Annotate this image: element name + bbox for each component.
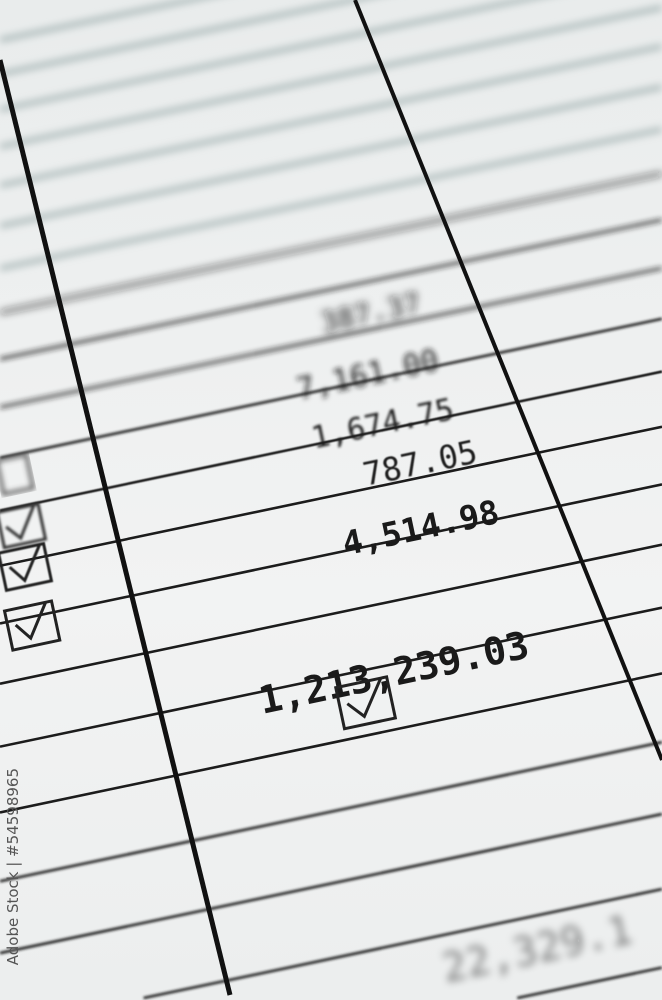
column-line [353, 0, 662, 761]
row-line [0, 172, 662, 314]
row-line [0, 85, 662, 228]
row-line [0, 5, 662, 149]
row-line [0, 672, 662, 814]
checkbox-checked[interactable] [0, 452, 35, 496]
row-line [0, 370, 662, 512]
row-line [0, 0, 201, 42]
row-line [0, 740, 662, 883]
row-line [0, 127, 662, 271]
row-line [0, 218, 662, 361]
row-line [0, 483, 662, 625]
row-line [143, 887, 662, 1000]
row-line [0, 812, 662, 955]
row-line [0, 0, 363, 76]
amount-cell: 4,514.98 [339, 492, 503, 563]
row-line [0, 266, 662, 409]
amount-blurred: 387.37 [318, 286, 424, 339]
row-line [517, 966, 662, 1000]
row-line [0, 0, 532, 112]
watermark: Adobe Stock | #54598965 [4, 768, 22, 966]
row-line [0, 425, 662, 568]
column-line [0, 59, 233, 996]
row-line [0, 543, 662, 685]
checkbox-checked[interactable] [2, 599, 62, 652]
checkbox-checked[interactable] [0, 502, 48, 550]
row-line [0, 44, 662, 188]
row-line [0, 317, 662, 460]
row-line [0, 606, 662, 748]
checkbox-checked[interactable] [0, 541, 54, 593]
checkbox-checked[interactable] [333, 675, 398, 731]
